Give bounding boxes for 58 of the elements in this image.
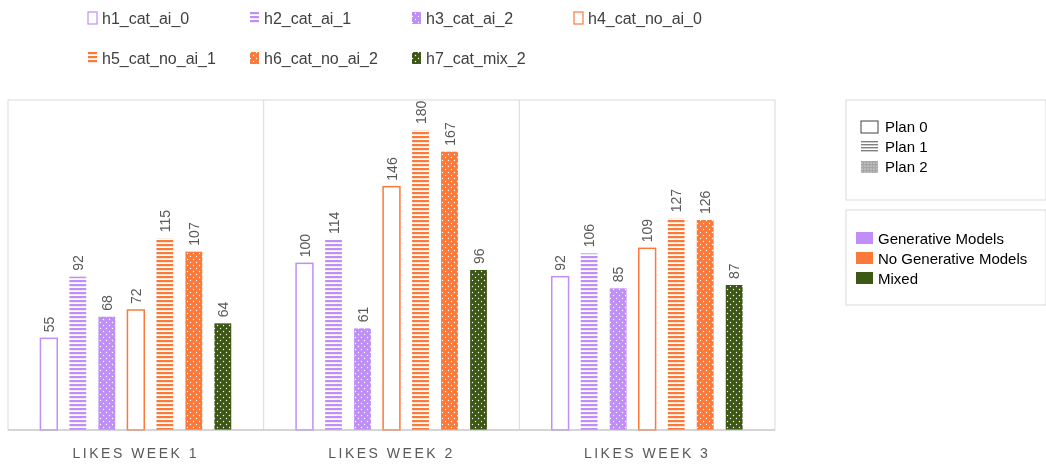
data-label: 127 bbox=[668, 188, 685, 213]
data-label: 180 bbox=[412, 100, 429, 124]
bar bbox=[470, 270, 487, 430]
bar bbox=[696, 220, 714, 430]
data-label: 68 bbox=[98, 294, 115, 311]
bar bbox=[667, 218, 685, 430]
data-label: 109 bbox=[639, 218, 656, 243]
text: Mixed bbox=[878, 270, 919, 287]
bar bbox=[39, 337, 58, 431]
bar bbox=[725, 285, 743, 430]
x-tick-label: LIKES WEEK 2 bbox=[328, 445, 455, 461]
data-label: 64 bbox=[214, 301, 231, 318]
data-label: 92 bbox=[69, 254, 86, 271]
data-label: 146 bbox=[383, 157, 400, 181]
x-tick-label: LIKES WEEK 3 bbox=[583, 445, 711, 461]
bar bbox=[412, 130, 429, 430]
bar bbox=[156, 238, 174, 430]
data-label: 61 bbox=[354, 306, 371, 323]
bar bbox=[354, 328, 371, 430]
legend-label: h4_cat_no_ai_0 bbox=[588, 10, 702, 28]
x-tick-label: LIKES WEEK 1 bbox=[72, 445, 200, 461]
data-label: 87 bbox=[726, 263, 743, 279]
data-label: 126 bbox=[697, 190, 714, 214]
bar bbox=[551, 275, 570, 431]
text: No Generative Models bbox=[878, 250, 1028, 267]
legend-label: h5_cat_no_ai_1 bbox=[102, 50, 216, 68]
text: Generative Models bbox=[878, 230, 1004, 247]
legend-label: h1_cat_ai_0 bbox=[102, 10, 190, 28]
bar bbox=[214, 323, 232, 430]
data-label: 85 bbox=[610, 266, 627, 283]
data-label: 107 bbox=[185, 222, 202, 246]
bar bbox=[609, 288, 627, 430]
bar bbox=[185, 251, 203, 430]
legend-label: h2_cat_ai_1 bbox=[264, 10, 352, 28]
data-label: 114 bbox=[325, 211, 342, 234]
data-label: 167 bbox=[441, 122, 458, 146]
bar bbox=[638, 247, 657, 431]
legend-label: h6_cat_no_ai_2 bbox=[264, 50, 378, 68]
bar bbox=[69, 276, 87, 430]
bar bbox=[295, 262, 314, 431]
bar bbox=[580, 253, 598, 430]
data-label: 55 bbox=[40, 316, 57, 333]
legend-label: h3_cat_ai_2 bbox=[426, 10, 514, 28]
text: Plan 2 bbox=[885, 158, 928, 175]
text: Plan 0 bbox=[885, 118, 928, 135]
data-label: 96 bbox=[470, 248, 487, 264]
data-label: 115 bbox=[156, 209, 173, 233]
bar bbox=[382, 185, 401, 431]
data-label: 100 bbox=[296, 233, 313, 258]
bar bbox=[441, 151, 458, 430]
bar bbox=[325, 240, 342, 430]
data-label: 106 bbox=[581, 223, 598, 248]
legend-label: h7_cat_mix_2 bbox=[426, 50, 526, 68]
data-label: 72 bbox=[127, 288, 144, 304]
bar bbox=[98, 316, 116, 430]
data-label: 92 bbox=[552, 254, 569, 271]
bar bbox=[126, 309, 145, 431]
text: Plan 1 bbox=[885, 138, 928, 155]
